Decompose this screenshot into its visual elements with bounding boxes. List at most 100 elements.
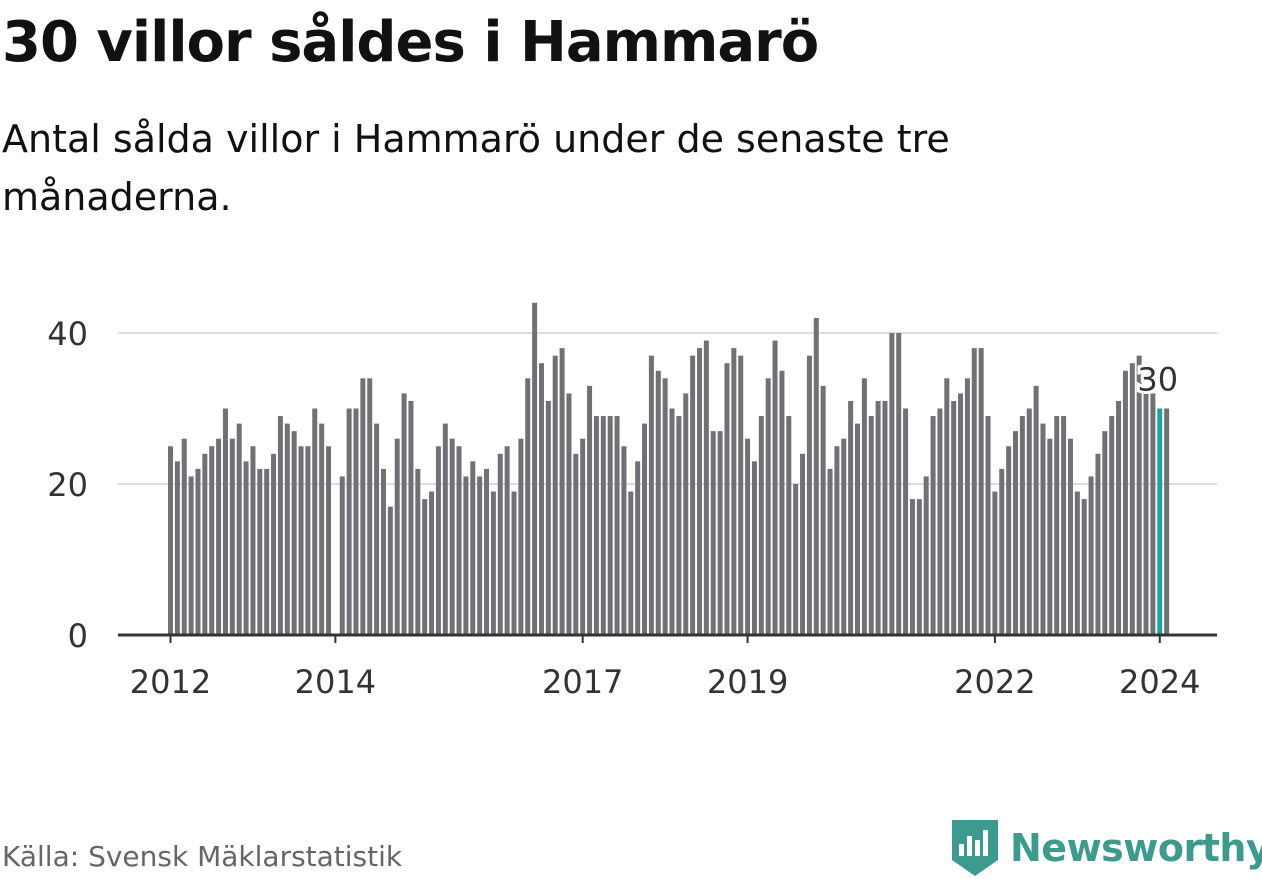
bar (229, 438, 235, 635)
bar (1109, 416, 1115, 635)
x-tick-label: 2012 (130, 663, 211, 701)
bar (353, 408, 359, 635)
bar (642, 423, 648, 635)
bar (1143, 393, 1149, 635)
bar (841, 438, 847, 635)
bar (717, 431, 723, 635)
bar (580, 438, 586, 635)
bar (896, 333, 902, 635)
bar (820, 385, 826, 635)
bar (250, 446, 256, 635)
bar (614, 416, 620, 635)
bar (861, 378, 867, 635)
bar (380, 468, 386, 635)
bar (731, 348, 737, 635)
bar (525, 378, 531, 635)
bar (848, 400, 854, 635)
bar (696, 348, 702, 635)
bar (738, 355, 744, 635)
bar (504, 446, 510, 635)
y-axis-ticks: 0 20 40 (47, 315, 88, 655)
bar (593, 416, 599, 635)
x-tick-label: 2022 (954, 663, 1035, 701)
bar (566, 393, 572, 635)
bar (339, 476, 345, 635)
bar (1150, 393, 1156, 635)
bar (394, 438, 400, 635)
bar (971, 348, 977, 635)
bar (690, 355, 696, 635)
bar (724, 363, 730, 635)
bar (882, 400, 888, 635)
newsworthy-logo-icon (952, 820, 998, 876)
bar (497, 453, 503, 635)
bar (978, 348, 984, 635)
x-axis-ticks: 2012 2014 2017 2019 2022 2024 (130, 635, 1200, 701)
bar (1122, 370, 1128, 635)
bar (1129, 363, 1135, 635)
bar (264, 468, 270, 635)
bar (456, 446, 462, 635)
highlight-value-label: 30 (1137, 361, 1178, 399)
y-tick-label: 20 (47, 466, 88, 504)
bar (552, 355, 558, 635)
bar (710, 431, 716, 635)
bar (408, 400, 414, 635)
bar (422, 499, 428, 635)
bar (1006, 446, 1012, 635)
bar (669, 408, 675, 635)
bar (745, 438, 751, 635)
bar (470, 461, 476, 635)
bar (600, 416, 606, 635)
bar (484, 468, 490, 635)
bar (916, 499, 922, 635)
bar (683, 393, 689, 635)
logo-text: Newsworthy (1010, 826, 1262, 870)
bar (243, 461, 249, 635)
bar (1013, 431, 1019, 635)
y-tick-label: 0 (68, 617, 88, 655)
bar (621, 446, 627, 635)
bar (875, 400, 881, 635)
bar (222, 408, 228, 635)
bar (326, 446, 332, 635)
bar (827, 468, 833, 635)
bar (477, 476, 483, 635)
bar (1047, 438, 1053, 635)
bar (490, 491, 496, 635)
bar (992, 491, 998, 635)
bar (793, 484, 799, 635)
bar (284, 423, 290, 635)
bar (271, 453, 277, 635)
bar (305, 446, 311, 635)
chart-subtitle: Antal sålda villor i Hammarö under de se… (2, 117, 950, 219)
bar (999, 468, 1005, 635)
bar (930, 416, 936, 635)
bar (800, 453, 806, 635)
bar-chart: 0 20 40 2012 2014 2017 2019 2022 2024 30 (47, 302, 1217, 701)
bar (387, 506, 393, 635)
bar (545, 400, 551, 635)
bar (181, 438, 187, 635)
bar (648, 355, 654, 635)
bar (772, 340, 778, 635)
bars (168, 302, 1170, 635)
bar (923, 476, 929, 635)
bar (1095, 453, 1101, 635)
bar (195, 468, 201, 635)
bar (587, 385, 593, 635)
bar (1088, 476, 1094, 635)
bar (944, 378, 950, 635)
bar (655, 370, 661, 635)
bar (518, 438, 524, 635)
bar (607, 416, 613, 635)
bar (628, 491, 634, 635)
bar (676, 416, 682, 635)
bar (765, 378, 771, 635)
bar (346, 408, 352, 635)
bar (538, 363, 544, 635)
bar (1136, 355, 1142, 635)
bar (779, 370, 785, 635)
bar (257, 468, 263, 635)
bar (758, 416, 764, 635)
